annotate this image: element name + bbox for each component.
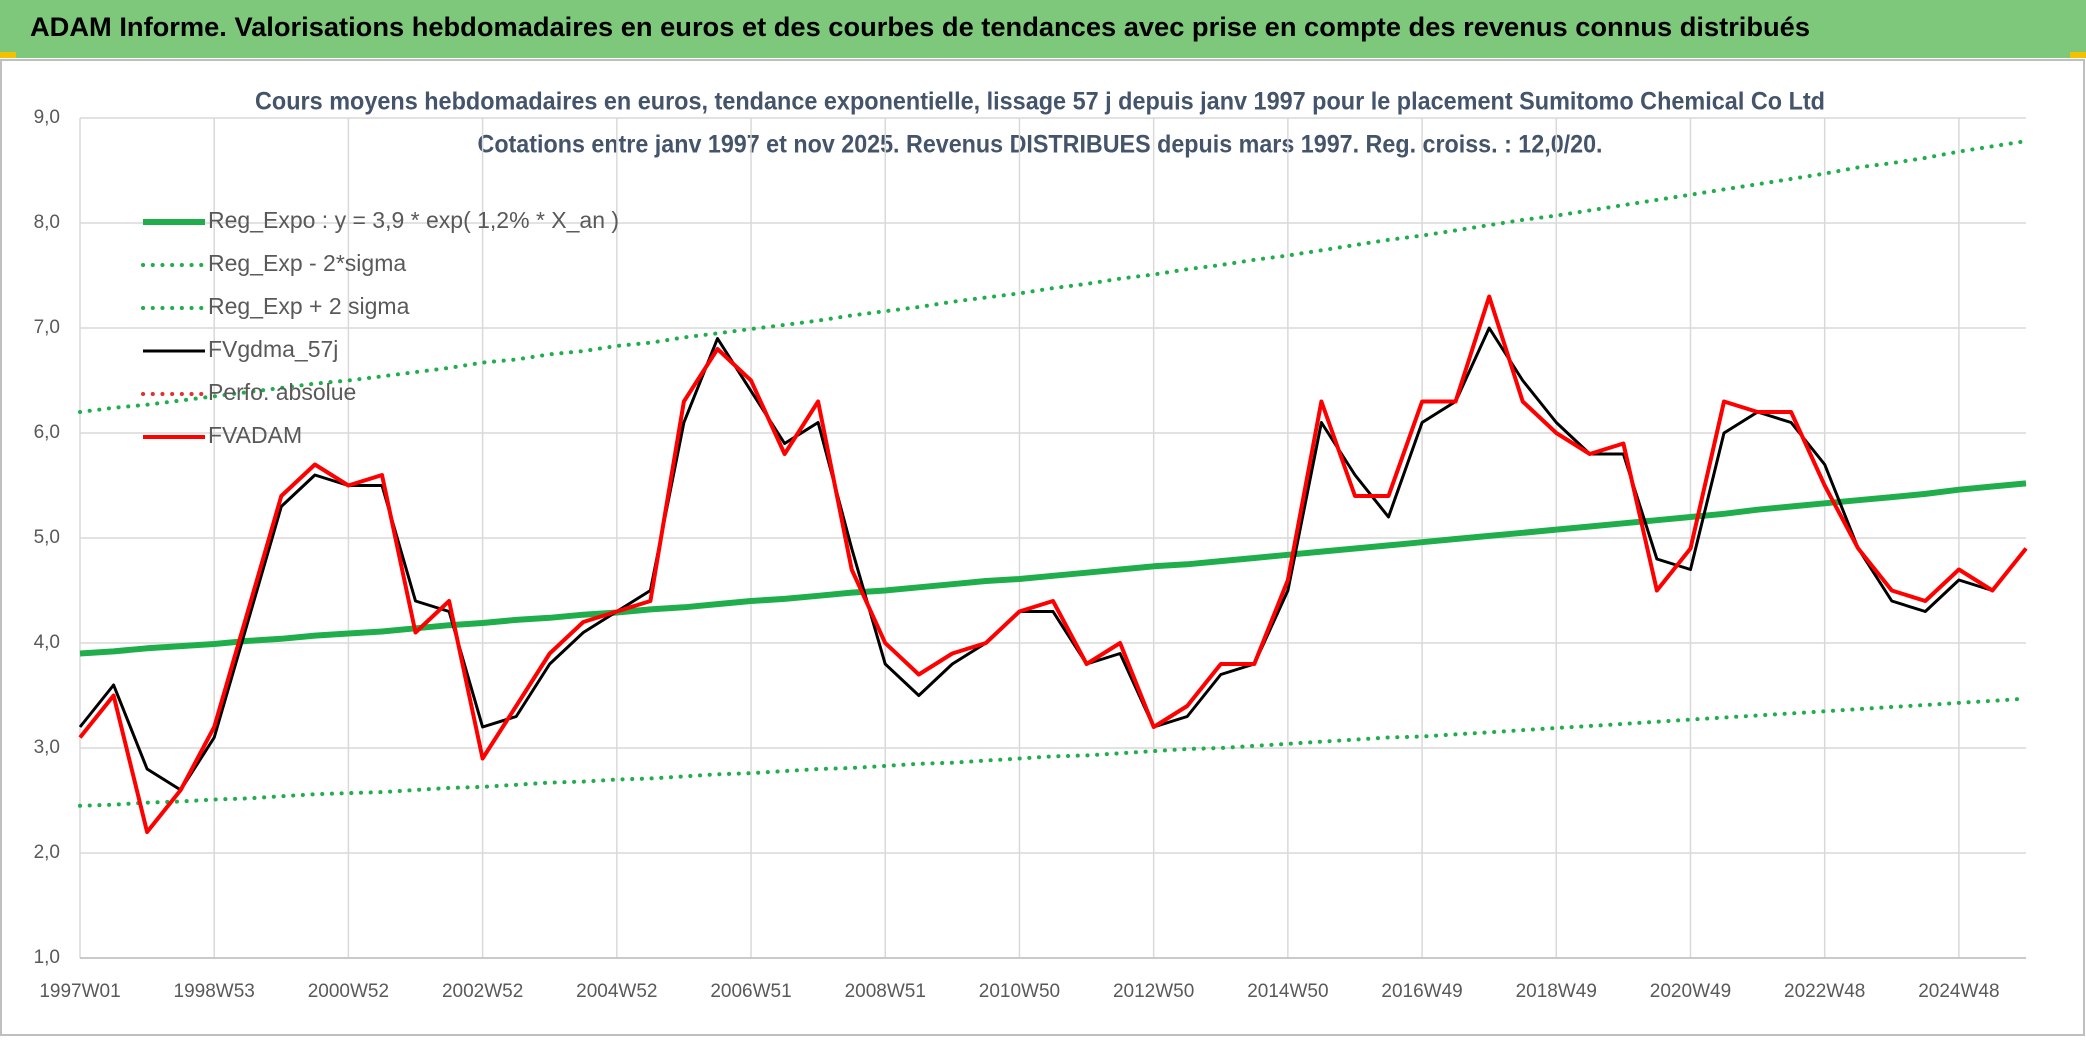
legend-label: FVADAM — [208, 422, 302, 448]
chart-title: Cours moyens hebdomadaires en euros, ten… — [255, 88, 1825, 116]
header-band — [0, 0, 2086, 58]
x-tick-label: 2012W50 — [1113, 981, 1194, 1002]
y-tick-label: 9,0 — [34, 107, 60, 128]
legend-label: Perfo. absolue — [208, 379, 356, 405]
series-line — [78, 326, 2028, 792]
x-tick-label: 2002W52 — [442, 981, 523, 1002]
y-tick-label: 2,0 — [34, 842, 60, 863]
x-tick-label: 2024W48 — [1918, 981, 1999, 1002]
corner-mark — [0, 52, 16, 58]
y-tick-label: 4,0 — [34, 632, 60, 653]
legend-label: FVgdma_57j — [208, 336, 338, 362]
y-tick-label: 3,0 — [34, 737, 60, 758]
x-tick-label: 1998W53 — [174, 981, 255, 1002]
y-tick-label: 8,0 — [34, 212, 60, 233]
x-tick-label: 2014W50 — [1247, 981, 1328, 1002]
y-tick-label: 5,0 — [34, 527, 60, 548]
series-line — [78, 294, 2028, 834]
corner-mark — [2070, 52, 2086, 58]
legend-label: Reg_Exp + 2 sigma — [208, 293, 410, 319]
x-tick-label: 2004W52 — [576, 981, 657, 1002]
x-tick-label: 2006W51 — [710, 981, 791, 1002]
legend-label: Reg_Exp - 2*sigma — [208, 250, 406, 276]
y-tick-label: 1,0 — [34, 947, 60, 968]
header-title: ADAM Informe. Valorisations hebdomadaire… — [30, 12, 1810, 42]
x-tick-label: 2016W49 — [1381, 981, 1462, 1002]
x-tick-label: 2020W49 — [1650, 981, 1731, 1002]
series-line — [79, 480, 2027, 657]
series-line — [78, 139, 2028, 414]
x-tick-label: 2000W52 — [308, 981, 389, 1002]
chart-subtitle: Cotations entre janv 1997 et nov 2025. R… — [478, 131, 1603, 159]
y-tick-label: 6,0 — [34, 422, 60, 443]
x-tick-label: 2018W49 — [1516, 981, 1597, 1002]
x-tick-label: 2008W51 — [845, 981, 926, 1002]
x-tick-label: 1997W01 — [39, 981, 120, 1002]
y-tick-label: 7,0 — [34, 317, 60, 338]
x-tick-label: 2022W48 — [1784, 981, 1865, 1002]
x-tick-label: 2010W50 — [979, 981, 1060, 1002]
legend-label: Reg_Expo : y = 3,9 * exp( 1,2% * X_an ) — [208, 207, 619, 233]
